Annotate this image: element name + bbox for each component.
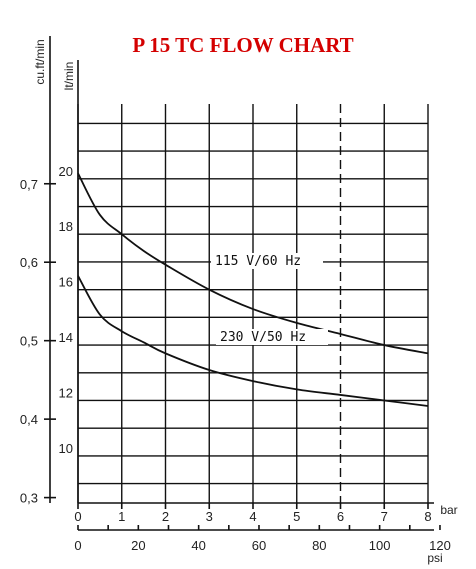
ltmin-tick-label: 12 [59,385,73,400]
cuft-axis-unit: cu.ft/min [33,39,47,84]
ltmin-tick-label: 16 [59,275,73,290]
bar-axis-unit: bar [440,503,457,517]
bar-tick-label: 8 [424,509,431,524]
bar-tick-label: 7 [381,509,388,524]
bar-tick-label: 2 [162,509,169,524]
psi-tick-label: 80 [312,538,326,553]
psi-tick-label: 20 [131,538,145,553]
cuft-tick-label: 0,5 [20,334,38,349]
curve-label: 230 V/50 Hz [220,330,306,345]
ltmin-tick-label: 14 [59,330,73,345]
cuft-tick-label: 0,6 [20,255,38,270]
bar-tick-label: 3 [206,509,213,524]
cuft-tick-label: 0,7 [20,177,38,192]
psi-tick-label: 60 [252,538,266,553]
psi-axis-unit: psi [427,551,442,565]
psi-tick-label: 0 [74,538,81,553]
ltmin-tick-label: 10 [59,441,73,456]
bar-tick-label: 5 [293,509,300,524]
cuft-tick-label: 0,4 [20,412,38,427]
grid [77,104,429,503]
flow-curve-2 [77,275,429,407]
flow-curves: 115 V/60 Hz 230 V/50 Hz [77,172,429,407]
ltmin-tick-label: 20 [59,164,73,179]
bar-tick-label: 4 [249,509,256,524]
bar-tick-label: 6 [337,509,344,524]
bar-tick-label: 1 [118,509,125,524]
axes [44,36,441,531]
psi-tick-label: 100 [369,538,391,553]
psi-tick-label: 40 [191,538,205,553]
curve-label: 115 V/60 Hz [215,254,301,269]
psi-tick-label: 120 [429,538,451,553]
curve-label-background [216,329,328,345]
ltmin-tick-label: 18 [59,219,73,234]
chart-title: P 15 TC FLOW CHART [132,33,353,57]
curve-label-background [211,253,323,269]
bar-tick-label: 0 [74,509,81,524]
ltmin-axis-unit: lt/min [62,62,76,91]
flow-curve-1 [77,172,429,355]
cuft-tick-label: 0,3 [20,491,38,506]
